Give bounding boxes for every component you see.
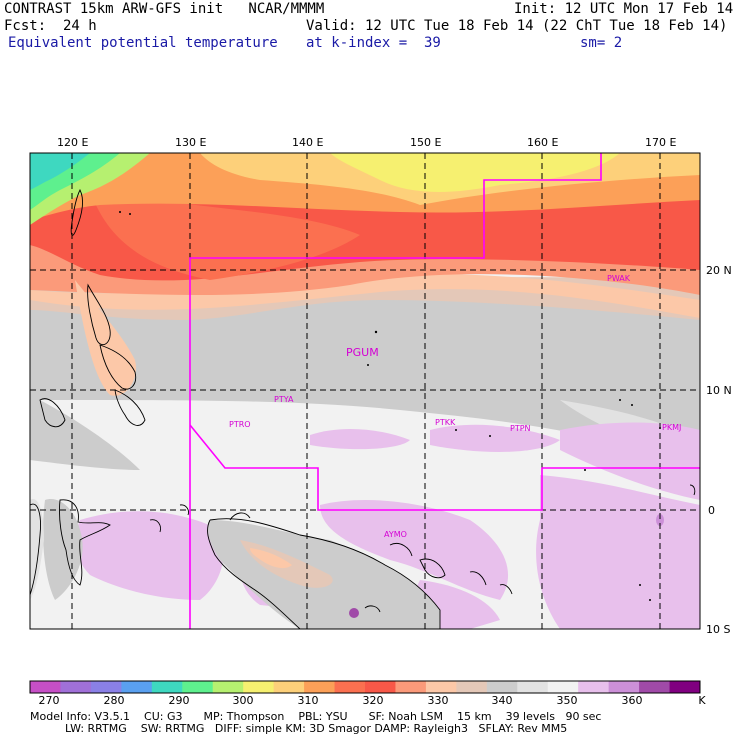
station-ptro: PTRO: [229, 420, 251, 429]
colorbar-swatch: [151, 681, 183, 693]
colorbar-swatch: [212, 681, 244, 693]
colorbar: [29, 680, 701, 694]
cbar-label-290: 290: [169, 694, 190, 707]
colorbar-swatch: [30, 681, 61, 693]
colorbar-swatch: [517, 681, 549, 693]
theta-e-field: [30, 153, 700, 629]
colorbar-swatch: [486, 681, 518, 693]
forecast-hour: Fcst: 24 h: [4, 18, 97, 34]
nest-domain-boundary-south: [189, 424, 700, 511]
valid-time: Valid: 12 UTC Tue 18 Feb 14 (22 ChT Tue …: [306, 18, 728, 34]
colorbar-swatch: [121, 681, 153, 693]
colorbar-swatch: [395, 681, 427, 693]
colorbar-swatch: [669, 681, 701, 693]
cbar-label-280: 280: [104, 694, 125, 707]
lon-label-130: 130 E: [175, 136, 206, 149]
lon-label-170: 170 E: [645, 136, 676, 149]
colorbar-labels: 270 280 290 300 310 320 330 340 350 360 …: [39, 694, 707, 707]
colorbar-swatch: [60, 681, 92, 693]
lat-label-0: 0: [708, 504, 715, 517]
cbar-label-300: 300: [233, 694, 254, 707]
station-pwak: PWAK: [607, 274, 631, 283]
station-pgum: PGUM: [346, 346, 379, 359]
colorbar-frame: [29, 680, 701, 694]
station-pkmj: PKMJ: [662, 423, 681, 432]
colorbar-swatch: [456, 681, 488, 693]
cbar-label-360: 360: [622, 694, 643, 707]
station-aymo: AYMO: [384, 530, 407, 539]
nest-domain-boundary: [189, 153, 602, 629]
colorbar-swatch: [547, 681, 579, 693]
colorbar-swatch: [273, 681, 305, 693]
colorbar-swatch: [578, 681, 610, 693]
coastlines: [30, 188, 696, 629]
lon-axis-labels: 120 E 130 E 140 E 150 E 160 E 170 E: [57, 136, 676, 149]
lon-label-160: 160 E: [527, 136, 558, 149]
colorbar-swatch: [639, 681, 671, 693]
colorbar-swatch: [365, 681, 396, 693]
station-labels: PGUM PTYA PTRO PTKK PTPN PKMJ PWAK AYMO: [229, 274, 681, 539]
lon-label-120: 120 E: [57, 136, 88, 149]
init-time: Init: 12 UTC Mon 17 Feb 14: [514, 1, 734, 17]
cbar-label-350: 350: [557, 694, 578, 707]
colorbar-swatch: [90, 681, 122, 693]
colorbar-swatch: [425, 681, 457, 693]
cbar-label-270: 270: [39, 694, 60, 707]
cbar-label-310: 310: [298, 694, 319, 707]
smoothing-info: sm= 2: [580, 35, 623, 51]
level-info: at k-index = 39: [306, 35, 441, 51]
model-title: CONTRAST 15km ARW-GFS init NCAR/MMMM: [4, 1, 325, 17]
lon-label-140: 140 E: [292, 136, 323, 149]
colorbar-swatch: [608, 681, 640, 693]
field-name: Equivalent potential temperature: [8, 35, 278, 51]
model-info-line2: LW: RRTMG SW: RRTMG DIFF: simple KM: 3D …: [30, 722, 568, 735]
station-ptkk: PTKK: [435, 418, 456, 427]
station-ptpn: PTPN: [510, 424, 531, 433]
model-info-line1: Model Info: V3.5.1 CU: G3 MP: Thompson P…: [30, 710, 602, 723]
colorbar-swatch: [304, 681, 336, 693]
lat-axis-labels: 20 N 10 N 0 10 S: [706, 264, 732, 636]
colorbar-swatch: [243, 681, 275, 693]
cbar-unit: K: [698, 694, 706, 707]
lat-label-10n: 10 N: [706, 384, 732, 397]
cbar-label-320: 320: [363, 694, 384, 707]
lat-label-20n: 20 N: [706, 264, 732, 277]
map-frame: [29, 152, 701, 630]
cbar-label-330: 330: [428, 694, 449, 707]
cbar-label-340: 340: [492, 694, 513, 707]
lat-label-10s: 10 S: [706, 623, 730, 636]
station-ptya: PTYA: [274, 395, 294, 404]
lon-label-150: 150 E: [410, 136, 441, 149]
colorbar-swatch: [182, 681, 214, 693]
colorbar-swatch: [334, 681, 366, 693]
